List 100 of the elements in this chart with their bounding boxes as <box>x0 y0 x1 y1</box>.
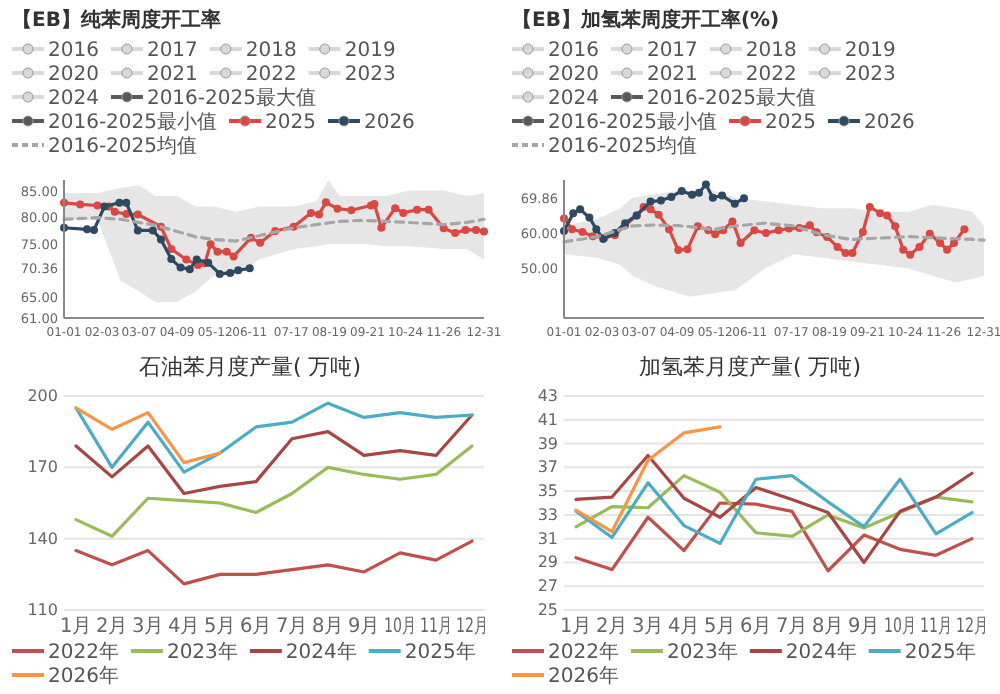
point <box>761 229 770 238</box>
legend-label: 2018 <box>245 40 297 62</box>
point <box>695 188 703 197</box>
x-tick-label: 12月 <box>956 616 1000 638</box>
point <box>883 211 892 220</box>
legend-label: 2024 <box>548 88 599 110</box>
y-tick-label: 29 <box>537 553 558 572</box>
legend-label: 2024年 <box>285 640 357 664</box>
y-tick-label: 200 <box>27 387 58 405</box>
point <box>960 225 969 234</box>
point <box>226 268 235 277</box>
line-series <box>74 539 474 586</box>
point <box>656 196 665 205</box>
legend-label: 2023年 <box>666 640 738 664</box>
point <box>90 225 98 234</box>
point <box>578 228 587 237</box>
y-tick-label: 27 <box>537 577 558 596</box>
y-tick-label: 140 <box>27 529 58 548</box>
point <box>576 205 585 214</box>
point <box>213 247 222 256</box>
x-tick-label: 5月 <box>704 616 737 638</box>
x-tick-label: 2月 <box>96 616 129 638</box>
legend-label: 2022年 <box>48 640 119 664</box>
point <box>899 245 908 254</box>
point <box>206 240 215 249</box>
legend-label: 2016-2025最大值 <box>146 86 316 110</box>
point <box>110 207 119 216</box>
x-tick-label: 1月 <box>60 616 93 638</box>
legend-label: 2019 <box>844 40 896 62</box>
legend-label: 2026年 <box>548 664 619 688</box>
x-tick-label: 8月 <box>812 616 845 638</box>
legend-label: 2016 <box>48 40 99 62</box>
y-tick-label: 110 <box>27 601 58 619</box>
legend-label: 2022 <box>745 64 797 86</box>
point <box>728 217 737 226</box>
x-tick-label: 3月 <box>132 616 165 638</box>
point <box>891 222 900 231</box>
legend-label: 2023 <box>344 64 396 86</box>
point <box>100 202 109 211</box>
x-tick-label: 6月 <box>740 616 773 638</box>
legend-label: 2020 <box>48 64 99 86</box>
point <box>156 235 165 244</box>
y-tick-label: 33 <box>537 505 558 524</box>
y-tick-label: 25 <box>537 601 558 619</box>
point <box>936 238 945 247</box>
point <box>906 250 915 259</box>
legend-label: 2025 <box>265 112 316 134</box>
point <box>93 201 102 210</box>
legend-label: 2024 <box>48 88 99 110</box>
legend-label: 2016 <box>548 40 599 62</box>
y-tick-label: 39 <box>537 434 558 453</box>
legend-label: 2018 <box>745 40 797 62</box>
point <box>865 202 874 211</box>
y-tick-label: 35 <box>537 482 558 501</box>
point <box>688 190 697 199</box>
y-tick-label: 170 <box>27 458 58 477</box>
legend-label: 2025年 <box>904 640 976 664</box>
point <box>943 245 952 254</box>
line-series <box>74 406 222 465</box>
point <box>256 238 265 247</box>
point <box>569 209 578 218</box>
line-series <box>574 453 974 565</box>
point <box>148 226 157 235</box>
point <box>708 193 717 202</box>
legend-label: 2023年 <box>166 640 238 664</box>
point <box>480 227 488 236</box>
point <box>377 223 386 232</box>
point <box>915 242 924 251</box>
y-tick-label: 31 <box>537 529 558 548</box>
point <box>192 255 201 264</box>
legend-label: 2016-2025均值 <box>48 134 198 158</box>
chart-title: 【EB】加氢苯周度开工率(%) <box>512 8 780 32</box>
point <box>736 238 745 247</box>
point <box>654 210 663 219</box>
x-tick-label: 6月 <box>240 616 273 638</box>
point <box>333 204 342 213</box>
legend-label: 2025年 <box>404 640 476 664</box>
legend-label: 2020 <box>548 64 599 86</box>
point <box>568 225 577 234</box>
point <box>222 247 231 256</box>
legend-label: 2025 <box>765 112 816 134</box>
legend-label: 2021 <box>146 64 198 86</box>
legend-label: 2026年 <box>48 664 119 688</box>
point <box>167 255 176 264</box>
point <box>347 206 356 215</box>
point <box>451 229 460 238</box>
point <box>774 226 783 235</box>
x-tick-label: 4月 <box>668 616 701 638</box>
x-tick-label: 3月 <box>632 616 665 638</box>
point <box>229 252 238 261</box>
x-tick-label: 4月 <box>168 616 201 638</box>
point <box>83 225 92 234</box>
x-tick-label: 1月 <box>560 616 593 638</box>
x-tick-label: 9月 <box>848 616 881 638</box>
line-series <box>74 413 474 496</box>
legend-label: 2017 <box>146 40 198 62</box>
legend-label: 2017 <box>646 40 698 62</box>
y-tick-label: 41 <box>537 410 558 429</box>
point <box>391 204 400 213</box>
legend-label: 2016-2025均值 <box>548 134 698 158</box>
